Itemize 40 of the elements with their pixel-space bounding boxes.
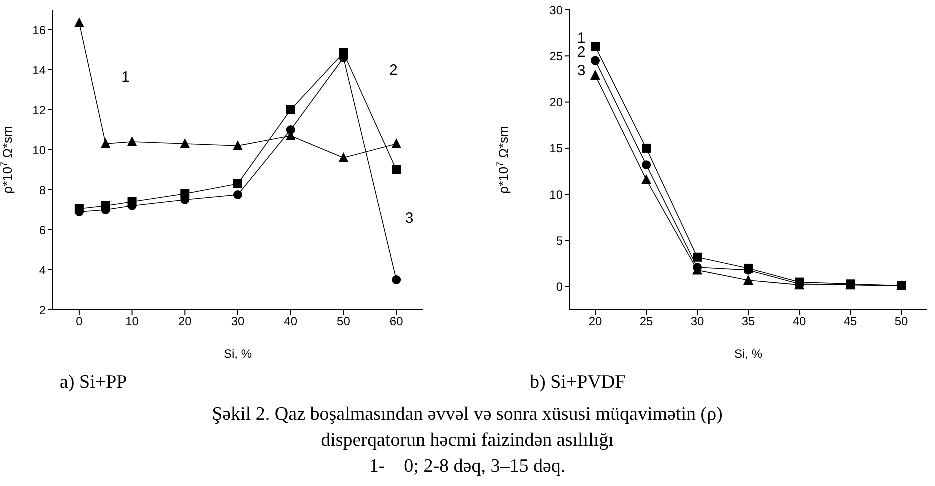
y-tick-label: 16	[32, 23, 46, 38]
text: Şəkil 2. Qaz boşalmasından əvvəl və sonra xüsusi müqavimətin (ρ)	[211, 403, 724, 427]
x-tick-label: 40	[284, 314, 298, 329]
x-tick-label: 40	[792, 314, 806, 329]
y-tick-label: 10	[550, 188, 564, 202]
x-tick-label: 45	[844, 314, 858, 329]
x-tick-label: 30	[231, 314, 245, 329]
x-tick-label: 50	[894, 314, 908, 329]
x-tick-label: 50	[337, 314, 351, 329]
x-tick-label: 10	[126, 314, 140, 329]
y-tick-label: 20	[550, 96, 564, 110]
y-tick-label: 4	[39, 263, 46, 278]
series-label: 1	[122, 69, 130, 86]
x-tick-label: 35	[742, 314, 756, 329]
y-tick-label: 14	[32, 63, 46, 78]
x-axis-title: Si, %	[224, 347, 252, 361]
y-tick-label: 6	[39, 223, 46, 238]
x-tick-label: 0	[76, 314, 84, 329]
x-tick-label: 30	[690, 314, 704, 329]
y-tick-label: 2	[39, 303, 46, 318]
y-tick-label: 12	[32, 103, 46, 118]
x-tick-label: 20	[588, 314, 602, 329]
text: disperqatorun həcmi faizindən asılılığı	[320, 429, 615, 453]
x-tick-label: 60	[390, 314, 404, 329]
y-tick-label: 8	[39, 183, 46, 198]
y-tick-label: 0	[556, 280, 564, 294]
series-label: 3	[405, 210, 414, 227]
y-tick-label: 25	[550, 49, 564, 64]
text: b) Si+PVDF	[530, 372, 627, 394]
y-tick-label: 5	[556, 234, 564, 248]
text: a) Si+PP	[60, 372, 128, 394]
y-tick-label: 15	[550, 142, 564, 156]
x-axis-title: Si, %	[734, 347, 763, 361]
y-tick-label: 30	[550, 3, 564, 18]
series-label: 3	[577, 62, 586, 80]
text: 1- 0; 2-8 dəq, 3–15 dəq.	[368, 455, 567, 479]
x-tick-label: 25	[640, 314, 654, 329]
text: 2	[390, 62, 398, 79]
x-tick-label: 20	[178, 314, 192, 329]
y-tick-label: 10	[32, 143, 46, 158]
